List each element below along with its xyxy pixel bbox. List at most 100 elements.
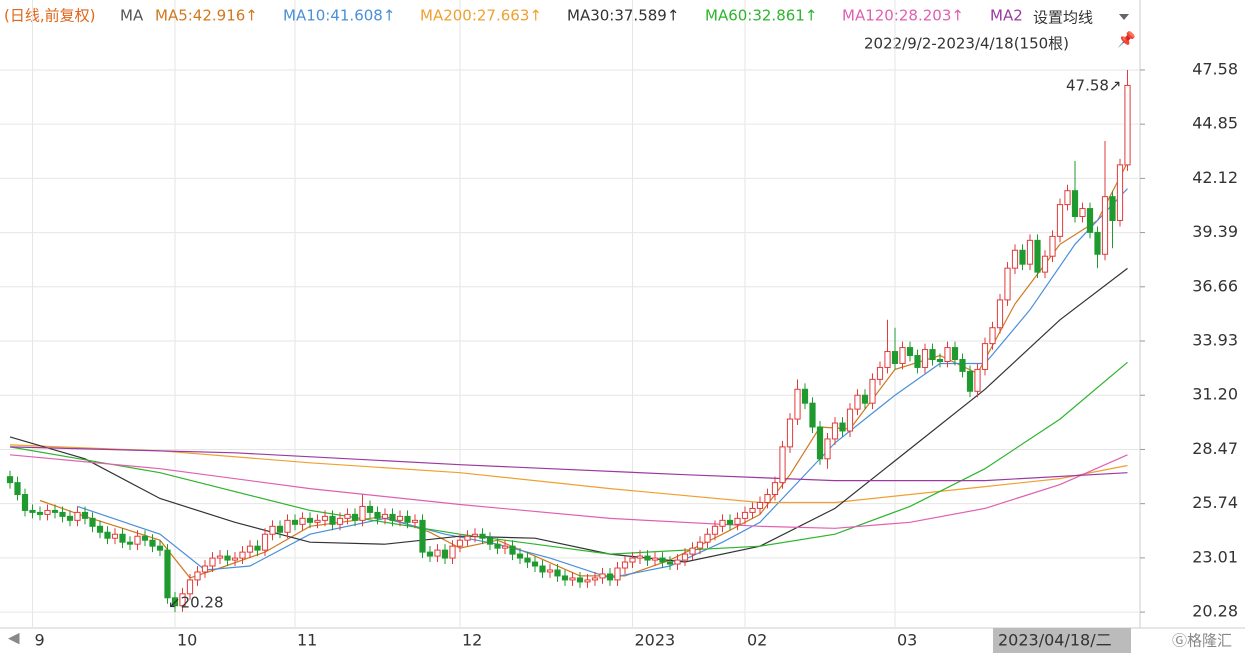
scroll-left[interactable]: ◀ [8,629,20,647]
candle-body [816,426,824,460]
candle-body [696,541,704,549]
candle-body [786,418,794,448]
candle-body [419,519,426,553]
candle-body [734,517,741,525]
legend-entry: MA30:37.589↑ [567,7,679,25]
candle-body [599,573,606,579]
candle-body [854,394,861,410]
candle-body [449,545,456,559]
candle-body [891,351,899,364]
candle-body [501,545,509,549]
candle-body [1056,204,1064,237]
candle-body [576,577,584,583]
candle-body [51,509,59,513]
candle-body [284,519,291,533]
candle-body [989,327,996,345]
candle-body [749,507,756,513]
candle-body [276,525,284,533]
y-tick-label: 44.85 [1192,114,1238,133]
candle-body [156,545,164,551]
candle-body [839,422,846,432]
candle-body [1034,239,1041,273]
candle-body [929,349,936,360]
candle-body [171,597,179,607]
x-tick-label: 12 [462,631,482,650]
candle-body [254,545,261,551]
candle-body [111,533,119,539]
candle-body [456,539,464,547]
candle-body [539,565,546,573]
candle-body [186,579,194,595]
ma-line [9,454,1128,529]
candle-body [381,513,389,519]
candle-body [614,567,621,581]
candle-body [239,551,246,559]
y-tick-label: 25.74 [1192,493,1238,512]
candle-body [516,553,524,559]
y-tick-label: 39.39 [1192,222,1238,241]
candle-body [666,561,674,565]
candle-body [344,513,351,519]
candle-body [44,509,51,515]
candle-body [201,565,209,573]
settings-button[interactable]: 设置均线 [1033,9,1093,27]
candle-body [464,535,471,541]
x-tick-label: 11 [297,631,317,650]
candle-body [479,533,486,539]
candle-body [104,531,111,539]
candle-body [209,557,216,567]
candle-body [194,571,201,581]
candle-body [726,519,734,525]
y-tick-label: 42.12 [1192,168,1238,187]
candle-body [291,519,299,525]
candle-body [509,545,516,555]
candle-body [224,555,231,561]
candle-body [434,549,441,557]
candle-body [524,557,531,563]
candle-body [149,539,156,547]
candle-body [651,557,659,561]
x-tick-label: 2023 [635,631,676,650]
candle-body [951,347,959,360]
candle-body [996,299,1004,329]
candle-body [359,505,366,521]
candle-body [216,555,224,559]
candle-body [711,525,719,535]
legend-entry: MA2 [990,7,1023,25]
candle-body [636,555,644,559]
candle-body [704,533,711,543]
candle-body [21,494,29,511]
candle-body [1101,196,1109,255]
candle-body [66,515,74,521]
candle-body [831,422,839,440]
candle-body [74,511,81,521]
candle-body [1011,249,1019,269]
dropdown-icon[interactable] [1119,14,1129,20]
candle-body [1019,249,1026,265]
cursor-date-box [993,628,1131,653]
y-tick-label: 47.58 [1192,59,1238,78]
candle-body [1086,208,1094,233]
legend-entry: MA10:41.608↑ [283,7,395,25]
candle-body [981,343,989,370]
legend-mask [1022,0,1030,30]
candle-body [531,561,539,567]
subtitle: (日线,前复权) [4,7,95,25]
candle-body [6,476,14,484]
candle-body [306,517,314,523]
x-tick-label: 9 [35,631,45,650]
candle-body [314,519,321,523]
candle-body [1124,84,1131,166]
candle-body [771,482,779,496]
candle-body [471,533,479,537]
candle-body [974,368,981,392]
watermark: Ⓖ格隆汇 [1172,632,1232,650]
pin-icon[interactable]: 📌 [1117,30,1136,49]
candle-body [921,349,929,368]
candle-body [546,569,554,573]
candle-body [126,541,134,545]
legend-entry: MA200:27.663↑ [420,7,542,25]
candle-body [591,577,599,581]
candle-body [561,575,569,581]
legend-entry: MA5:42.916↑ [155,7,258,25]
